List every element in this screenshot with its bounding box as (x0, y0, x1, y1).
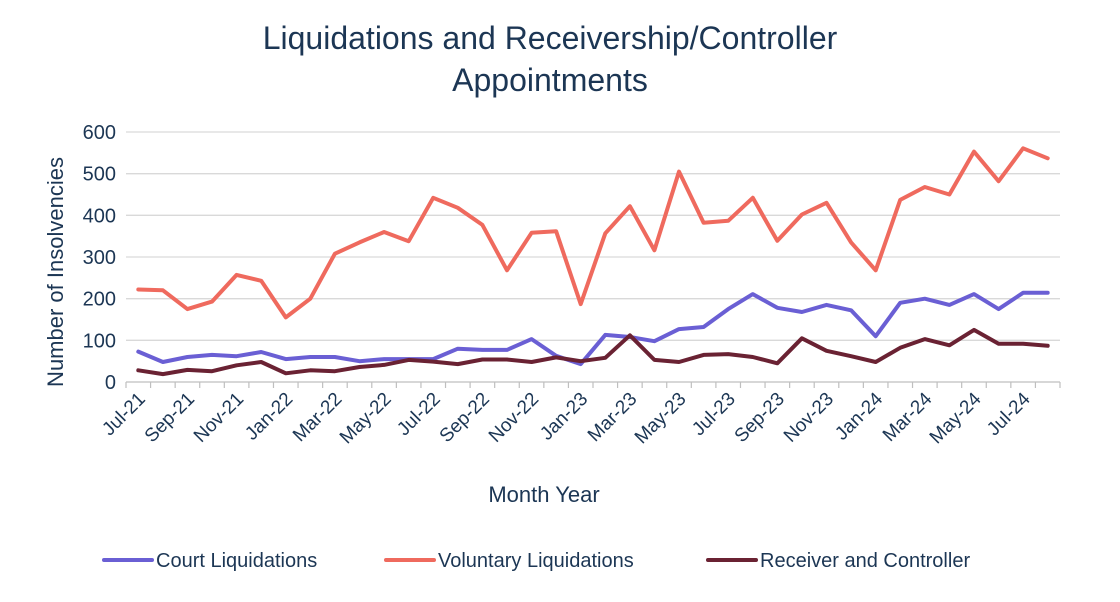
chart-title-line-2: Appointments (452, 62, 648, 98)
y-tick-label: 500 (83, 164, 116, 186)
x-tick-label: Mar-24 (879, 388, 937, 446)
y-tick-label: 100 (83, 330, 116, 352)
series-line-receiver-and-controller (136, 327, 1050, 377)
x-tick-label: Mar-23 (584, 389, 641, 446)
x-tick-label: Nov-21 (190, 389, 248, 447)
series-line-voluntary-liquidations (136, 146, 1050, 320)
x-tick-label: Jan-24 (831, 388, 887, 444)
gridlines (126, 131, 1060, 341)
legend: Court Liquidations Voluntary Liquidations… (102, 550, 970, 572)
y-axis-label: Number of Insolvencies (43, 157, 68, 387)
chart-title-line-1: Liquidations and Receivership/Controller (262, 20, 838, 56)
x-tick-label: May-22 (336, 389, 396, 449)
series-line-court-liquidations (136, 290, 1050, 367)
y-tick-label: 400 (83, 205, 116, 227)
y-tick-label: 200 (83, 289, 116, 311)
x-tick-label: Sep-21 (141, 389, 199, 447)
x-axis-label: Month Year (488, 482, 599, 507)
x-tick-label: May-23 (631, 389, 691, 449)
y-axis-ticks: 0 100 200 300 400 500 600 (83, 122, 116, 394)
y-tick-label: 0 (105, 372, 116, 394)
x-tick-label: Jan-23 (536, 389, 592, 445)
legend-label-receiver-and-controller: Receiver and Controller (760, 550, 970, 572)
x-tick-label: Jul-24 (983, 388, 1035, 440)
y-tick-label: 300 (83, 247, 116, 269)
x-axis-ticks: Jul-21Sep-21Nov-21Jan-22Mar-22May-22Jul-… (98, 382, 1061, 449)
x-tick-label: Sep-23 (731, 389, 789, 447)
x-tick-label: May-24 (926, 388, 986, 448)
legend-label-voluntary-liquidations: Voluntary Liquidations (438, 550, 634, 572)
series-lines (136, 146, 1050, 377)
x-tick-label: Sep-22 (436, 389, 494, 447)
x-tick-label: Mar-22 (289, 389, 346, 446)
x-tick-label: Nov-23 (780, 389, 838, 447)
x-tick-label: Jan-22 (241, 389, 297, 445)
y-tick-label: 600 (83, 122, 116, 144)
legend-label-court-liquidations: Court Liquidations (156, 550, 317, 572)
x-tick-label: Nov-22 (485, 389, 543, 447)
